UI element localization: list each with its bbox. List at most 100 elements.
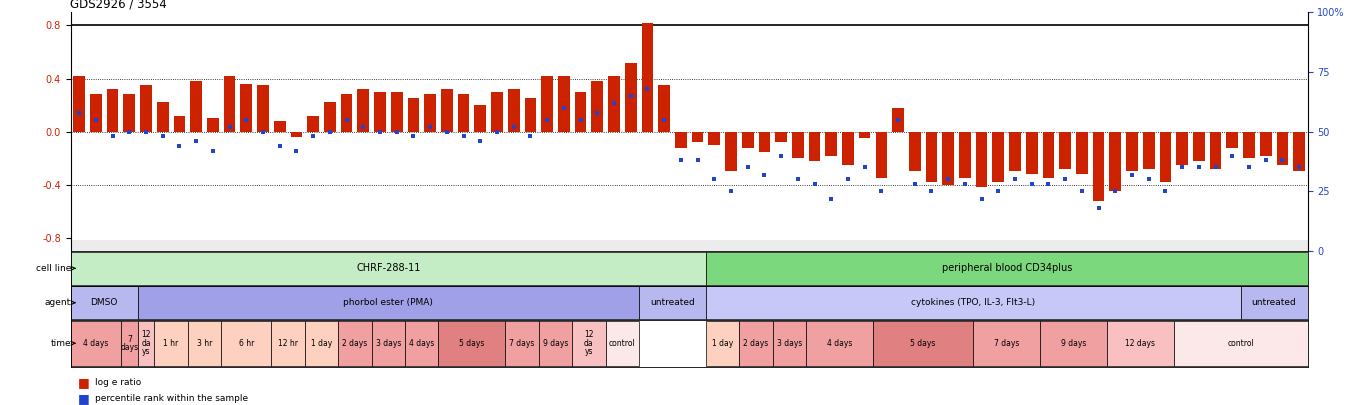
Bar xyxy=(1009,132,1022,171)
Text: DMSO: DMSO xyxy=(90,298,118,307)
Bar xyxy=(1174,321,1308,366)
Bar xyxy=(1276,132,1288,165)
Bar xyxy=(372,321,405,366)
Bar xyxy=(658,85,670,132)
Bar xyxy=(975,132,987,188)
Text: 7 days: 7 days xyxy=(509,339,535,348)
Bar xyxy=(90,94,102,132)
Text: CHRF-288-11: CHRF-288-11 xyxy=(357,263,421,273)
Bar xyxy=(407,98,419,132)
Bar xyxy=(191,81,202,132)
Bar xyxy=(305,321,338,366)
Bar xyxy=(926,132,937,182)
Bar xyxy=(1060,132,1071,169)
Bar xyxy=(1159,132,1171,182)
Bar xyxy=(842,132,854,165)
Bar xyxy=(140,85,153,132)
Bar xyxy=(639,286,706,319)
Bar xyxy=(154,321,188,366)
Bar xyxy=(943,132,953,185)
Bar xyxy=(188,321,221,366)
Bar xyxy=(725,132,737,171)
Text: 5 days: 5 days xyxy=(459,339,485,348)
Bar xyxy=(124,94,135,132)
Bar xyxy=(138,321,154,366)
Bar xyxy=(706,286,1241,319)
Bar xyxy=(876,132,887,178)
Bar xyxy=(759,132,771,151)
Bar xyxy=(1110,132,1121,191)
Text: ■: ■ xyxy=(78,376,90,389)
Bar xyxy=(625,63,636,132)
Text: cell line: cell line xyxy=(35,264,71,273)
Text: 12
da
ys: 12 da ys xyxy=(584,330,594,356)
Bar xyxy=(572,321,606,366)
Bar xyxy=(591,81,603,132)
Text: peripheral blood CD34plus: peripheral blood CD34plus xyxy=(941,263,1072,273)
Text: control: control xyxy=(1227,339,1254,348)
Bar xyxy=(1041,321,1107,366)
Text: 5 days: 5 days xyxy=(910,339,936,348)
Text: 2 days: 2 days xyxy=(744,339,768,348)
Bar xyxy=(676,132,686,147)
Bar xyxy=(642,23,654,132)
Bar xyxy=(742,132,753,147)
Bar xyxy=(1241,286,1308,319)
Bar xyxy=(539,321,572,366)
Bar xyxy=(1143,132,1155,169)
Text: phorbol ester (PMA): phorbol ester (PMA) xyxy=(343,298,433,307)
Text: 4 days: 4 days xyxy=(827,339,853,348)
Bar xyxy=(607,76,620,132)
Text: agent: agent xyxy=(45,298,71,307)
Bar xyxy=(308,116,319,132)
Bar xyxy=(324,102,335,132)
Bar xyxy=(892,108,904,132)
Text: 3 days: 3 days xyxy=(376,339,400,348)
Bar xyxy=(1076,132,1088,174)
Text: log e ratio: log e ratio xyxy=(95,378,142,387)
Bar xyxy=(1209,132,1222,169)
Bar xyxy=(207,118,219,132)
Bar xyxy=(338,321,372,366)
Bar xyxy=(873,321,974,366)
Bar xyxy=(290,132,302,137)
Text: 4 days: 4 days xyxy=(83,339,109,348)
Bar xyxy=(71,252,706,285)
Bar xyxy=(492,92,503,132)
Bar xyxy=(241,84,252,132)
Bar xyxy=(825,132,838,156)
Bar xyxy=(1107,321,1174,366)
Bar xyxy=(1126,132,1137,171)
Bar xyxy=(1260,132,1272,156)
Bar xyxy=(708,132,720,145)
Text: 7
days: 7 days xyxy=(120,335,139,352)
Text: 12 days: 12 days xyxy=(1125,339,1155,348)
Text: 6 hr: 6 hr xyxy=(238,339,253,348)
Bar xyxy=(575,92,587,132)
Bar xyxy=(1177,132,1188,165)
Text: cytokines (TPO, IL-3, Flt3-L): cytokines (TPO, IL-3, Flt3-L) xyxy=(911,298,1035,307)
Bar xyxy=(505,321,539,366)
Bar xyxy=(606,321,639,366)
Text: 7 days: 7 days xyxy=(994,339,1019,348)
Bar xyxy=(541,76,553,132)
Bar xyxy=(706,252,1308,285)
Bar xyxy=(458,94,470,132)
Bar xyxy=(271,321,305,366)
Bar xyxy=(257,85,268,132)
Bar xyxy=(340,94,353,132)
Bar xyxy=(74,76,84,132)
Text: 12 hr: 12 hr xyxy=(278,339,298,348)
Bar xyxy=(71,321,121,366)
Bar xyxy=(274,121,286,132)
Bar xyxy=(993,132,1004,182)
Bar xyxy=(221,321,271,366)
Text: ■: ■ xyxy=(78,392,90,405)
Text: untreated: untreated xyxy=(650,298,695,307)
Bar xyxy=(439,321,505,366)
Bar xyxy=(775,132,787,142)
Text: percentile rank within the sample: percentile rank within the sample xyxy=(95,394,248,403)
Bar xyxy=(474,105,486,132)
Bar xyxy=(106,89,118,132)
Bar xyxy=(959,132,971,178)
